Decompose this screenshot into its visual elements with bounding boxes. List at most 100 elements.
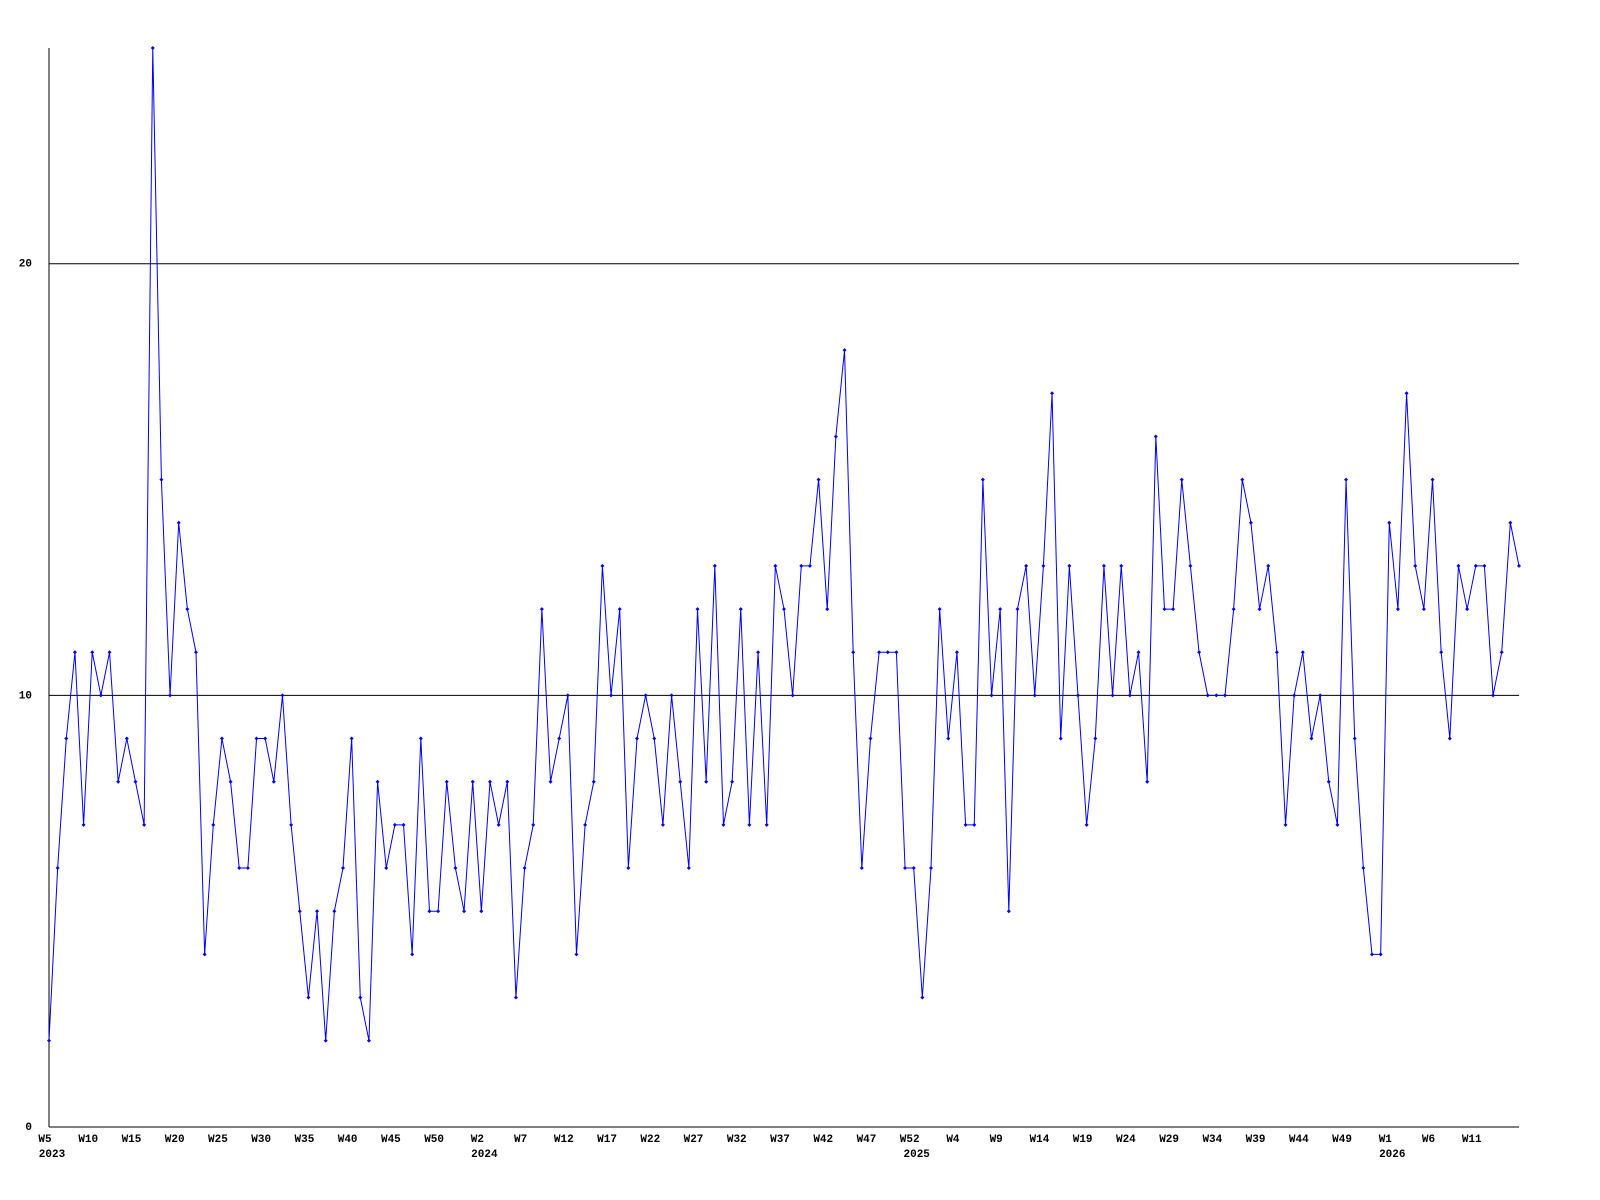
point bbox=[946, 736, 951, 741]
point bbox=[228, 779, 233, 784]
point bbox=[920, 995, 925, 1000]
point bbox=[1076, 693, 1080, 698]
point bbox=[133, 779, 138, 784]
point bbox=[591, 779, 596, 784]
point bbox=[1223, 693, 1227, 698]
point bbox=[747, 822, 752, 827]
point bbox=[1050, 391, 1055, 396]
point bbox=[721, 822, 726, 827]
point bbox=[116, 779, 121, 784]
point bbox=[998, 607, 1003, 612]
point bbox=[1370, 952, 1374, 957]
point bbox=[1119, 563, 1124, 568]
x-year-label: 2026 bbox=[1379, 1149, 1405, 1161]
y-tick-label: 0 bbox=[25, 1122, 32, 1134]
point bbox=[496, 822, 501, 827]
point bbox=[833, 434, 838, 439]
point bbox=[1257, 607, 1262, 612]
point bbox=[358, 995, 363, 1000]
point bbox=[1179, 477, 1184, 482]
point bbox=[816, 477, 821, 482]
point bbox=[202, 952, 207, 957]
x-tick-label: W49 bbox=[1332, 1134, 1352, 1146]
point bbox=[894, 650, 899, 655]
point bbox=[652, 736, 657, 741]
point bbox=[1421, 607, 1426, 612]
point bbox=[384, 866, 389, 871]
point bbox=[1430, 477, 1435, 482]
point bbox=[142, 822, 147, 827]
x-tick-label: W11 bbox=[1462, 1134, 1482, 1146]
point bbox=[989, 693, 994, 698]
point bbox=[1456, 563, 1461, 568]
point bbox=[159, 477, 164, 482]
point bbox=[375, 779, 380, 784]
point bbox=[1058, 736, 1063, 741]
x-tick-label: W42 bbox=[813, 1134, 833, 1146]
y-tick-label: 10 bbox=[19, 690, 32, 702]
x-tick-label: W35 bbox=[295, 1134, 315, 1146]
point bbox=[859, 866, 864, 871]
point bbox=[1473, 563, 1478, 568]
x-tick-label: W7 bbox=[514, 1134, 527, 1146]
point bbox=[219, 736, 224, 741]
point bbox=[410, 952, 415, 957]
point bbox=[176, 520, 181, 525]
point bbox=[349, 736, 354, 741]
point bbox=[1162, 607, 1167, 612]
x-tick-label: W39 bbox=[1246, 1134, 1266, 1146]
point bbox=[1231, 607, 1236, 612]
point bbox=[289, 822, 294, 827]
point bbox=[1404, 391, 1409, 396]
x-tick-label: W25 bbox=[208, 1134, 228, 1146]
point bbox=[366, 1038, 371, 1043]
point bbox=[1067, 563, 1072, 568]
point bbox=[1110, 693, 1115, 698]
x-tick-label: W32 bbox=[727, 1134, 747, 1146]
point bbox=[462, 909, 467, 914]
point bbox=[695, 607, 700, 612]
point bbox=[807, 563, 812, 568]
point bbox=[168, 693, 173, 698]
point bbox=[574, 952, 579, 957]
x-tick-label: W14 bbox=[1030, 1134, 1050, 1146]
point bbox=[315, 909, 320, 914]
point bbox=[764, 822, 769, 827]
point bbox=[522, 866, 527, 871]
point bbox=[107, 650, 112, 655]
x-tick-label: W37 bbox=[770, 1134, 790, 1146]
point bbox=[1309, 736, 1314, 741]
point bbox=[1300, 650, 1305, 655]
point bbox=[1006, 909, 1011, 914]
point bbox=[1499, 650, 1504, 655]
point bbox=[548, 779, 553, 784]
point bbox=[842, 348, 847, 353]
point bbox=[669, 693, 674, 698]
point bbox=[712, 563, 717, 568]
point bbox=[453, 866, 458, 871]
point bbox=[851, 650, 856, 655]
point bbox=[539, 607, 544, 612]
point bbox=[1015, 607, 1020, 612]
point bbox=[1352, 736, 1357, 741]
x-tick-label: W47 bbox=[857, 1134, 877, 1146]
point bbox=[565, 693, 570, 698]
point bbox=[1127, 693, 1132, 698]
x-tick-label: W24 bbox=[1116, 1134, 1136, 1146]
point bbox=[1188, 563, 1193, 568]
point bbox=[1274, 650, 1279, 655]
point bbox=[1266, 563, 1271, 568]
y-tick-label: 20 bbox=[19, 259, 32, 271]
point bbox=[686, 866, 691, 871]
point bbox=[799, 563, 804, 568]
point bbox=[505, 779, 510, 784]
point bbox=[513, 995, 518, 1000]
point bbox=[55, 866, 60, 871]
point bbox=[211, 822, 216, 827]
point bbox=[730, 779, 735, 784]
x-tick-label: W10 bbox=[78, 1134, 98, 1146]
point bbox=[868, 736, 873, 741]
point bbox=[972, 822, 977, 827]
x-year-label: 2024 bbox=[471, 1149, 498, 1161]
point bbox=[1101, 563, 1106, 568]
